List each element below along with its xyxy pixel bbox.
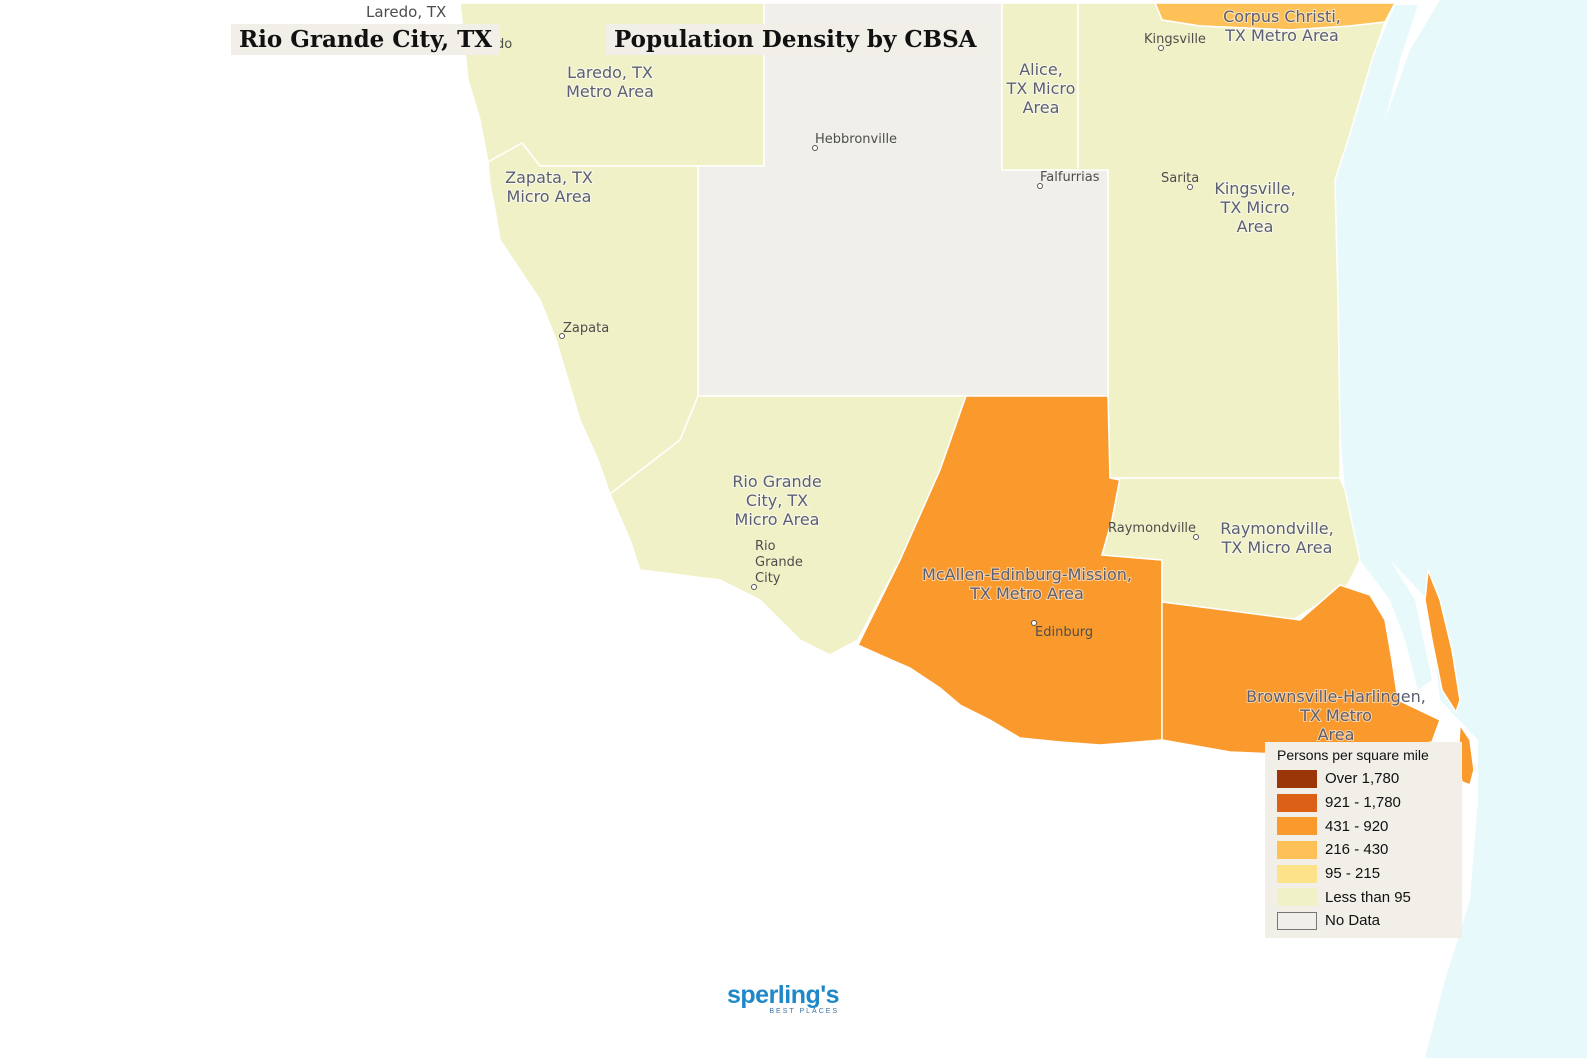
legend-label: 431 - 920 <box>1325 817 1389 835</box>
city-label-kingsville: Kingsville <box>1144 32 1206 47</box>
city-raymondville: Raymondville <box>1108 521 1199 540</box>
gulf-water <box>1360 0 1587 1058</box>
region-label-line: TX Micro <box>1006 79 1076 98</box>
legend-swatch <box>1277 817 1317 836</box>
legend-item: 921 - 1,780 <box>1277 791 1450 815</box>
region-label-brownsville-harlingen-metro: Brownsville-Harlingen, TX Metro Area <box>1246 687 1426 744</box>
city-label-raymondville: Raymondville <box>1108 521 1196 536</box>
city-label-rio-grande-city-line-2: Grande <box>755 555 803 570</box>
region-label-line: Kingsville, <box>1214 179 1295 198</box>
region-label-alice-micro: Alice, TX Micro Area <box>1006 60 1076 117</box>
sperlings-logo: sperling's BEST PLACES <box>727 981 840 1015</box>
logo-tagline: BEST PLACES <box>769 1008 840 1015</box>
legend-item: Less than 95 <box>1277 885 1450 909</box>
region-label-line: Metro Area <box>566 82 654 101</box>
legend-items: Over 1,780 921 - 1,780 431 - 920 216 - 430 9… <box>1277 767 1450 933</box>
legend-item: Over 1,780 <box>1277 767 1450 791</box>
legend: Persons per square mile Over 1,780 921 - … <box>1265 742 1462 938</box>
region-label-laredo-metro: Laredo, TX Metro Area <box>566 63 654 101</box>
city-dot-raymondville <box>1193 534 1199 540</box>
region-label-line: Zapata, TX <box>505 168 593 187</box>
city-dot-hebbronville <box>812 145 818 151</box>
region-label-line: Alice, <box>1019 60 1063 79</box>
city-edinburg: Edinburg <box>1031 620 1093 640</box>
city-dot-sarita <box>1187 184 1193 190</box>
legend-item: 95 - 215 <box>1277 862 1450 886</box>
legend-swatch <box>1277 840 1317 859</box>
region-brownsville-harlingen-metro[interactable] <box>1161 584 1441 756</box>
region-label-line: TX Metro Area <box>1224 26 1339 45</box>
city-label-sarita: Sarita <box>1161 171 1199 186</box>
city-dot-rio-grande-city <box>751 584 757 590</box>
region-label-line: TX Micro <box>1220 198 1290 217</box>
region-label-mcallen-edinburg-mission-metro: McAllen-Edinburg-Mission, TX Metro Area <box>922 565 1132 603</box>
region-label-line: Area <box>1237 217 1274 236</box>
legend-swatch <box>1277 888 1317 907</box>
region-zapata-micro[interactable] <box>487 142 699 496</box>
region-label-line: Rio Grande <box>732 472 821 491</box>
city-label-rio-grande-city-line-1: Rio <box>755 539 776 554</box>
region-label-line: Area <box>1318 725 1355 744</box>
region-label-line: TX Metro Area <box>969 584 1084 603</box>
legend-label: Less than 95 <box>1325 888 1411 906</box>
city-falfurrias: Falfurrias <box>1037 170 1100 189</box>
legend-item: 216 - 430 <box>1277 838 1450 862</box>
legend-label: 216 - 430 <box>1325 841 1389 859</box>
city-label-rio-grande-city-line-3: City <box>755 571 781 586</box>
region-label-line: TX Metro <box>1299 706 1372 725</box>
region-label-line: Brownsville-Harlingen, <box>1246 687 1426 706</box>
city-dot-zapata <box>559 333 565 339</box>
city-label-hebbronville: Hebbronville <box>815 132 897 147</box>
city-laredo: Laredo, TX <box>366 3 446 21</box>
city-dot-edinburg <box>1031 620 1037 626</box>
region-label-line: Laredo, TX <box>567 63 653 82</box>
city-kingsville: Kingsville <box>1144 32 1206 51</box>
region-label-line: City, TX <box>746 491 808 510</box>
page-title: Rio Grande City, TX <box>231 24 501 55</box>
legend-item: No Data <box>1277 909 1450 933</box>
city-label-laredo: Laredo, TX <box>366 3 446 21</box>
region-label-corpus-christi-metro: Corpus Christi, TX Metro Area <box>1223 7 1341 45</box>
region-label-line: Micro Area <box>735 510 820 529</box>
city-label-zapata: Zapata <box>563 321 609 336</box>
region-label-line: Micro Area <box>507 187 592 206</box>
legend-item: 431 - 920 <box>1277 814 1450 838</box>
region-label-kingsville-micro: Kingsville, TX Micro Area <box>1214 179 1295 236</box>
region-label-zapata-micro: Zapata, TX Micro Area <box>505 168 593 206</box>
region-label-line: McAllen-Edinburg-Mission, <box>922 565 1132 584</box>
map-title: Population Density by CBSA <box>606 24 985 55</box>
region-label-line: Area <box>1023 98 1060 117</box>
legend-swatch <box>1277 864 1317 883</box>
laguna-madre-water <box>1335 5 1432 690</box>
region-padre-island-brownsville[interactable] <box>1424 569 1461 714</box>
city-sarita: Sarita <box>1161 171 1199 190</box>
legend-swatch <box>1277 769 1317 788</box>
city-label-falfurrias: Falfurrias <box>1040 170 1100 185</box>
region-label-raymondville-micro: Raymondville, TX Micro Area <box>1220 519 1333 557</box>
region-label-line: TX Micro Area <box>1221 538 1333 557</box>
legend-swatch <box>1277 793 1317 812</box>
logo-brand: sperling's <box>727 981 840 1009</box>
city-label-edinburg: Edinburg <box>1035 625 1093 640</box>
legend-label: Over 1,780 <box>1325 770 1400 788</box>
city-dot-kingsville <box>1158 45 1164 51</box>
legend-label: 95 - 215 <box>1325 865 1381 883</box>
city-rio-grande-city: Rio Grande City <box>751 539 803 590</box>
region-label-rio-grande-city-micro: Rio Grande City, TX Micro Area <box>732 472 821 529</box>
region-label-line: Corpus Christi, <box>1223 7 1341 26</box>
legend-label: No Data <box>1325 912 1381 930</box>
city-hebbronville: Hebbronville <box>812 132 897 151</box>
legend-title: Persons per square mile <box>1277 747 1429 763</box>
city-dot-falfurrias <box>1037 183 1043 189</box>
region-label-line: Raymondville, <box>1220 519 1333 538</box>
legend-label: 921 - 1,780 <box>1325 794 1401 812</box>
legend-swatch <box>1277 911 1317 930</box>
city-zapata: Zapata <box>559 321 609 339</box>
